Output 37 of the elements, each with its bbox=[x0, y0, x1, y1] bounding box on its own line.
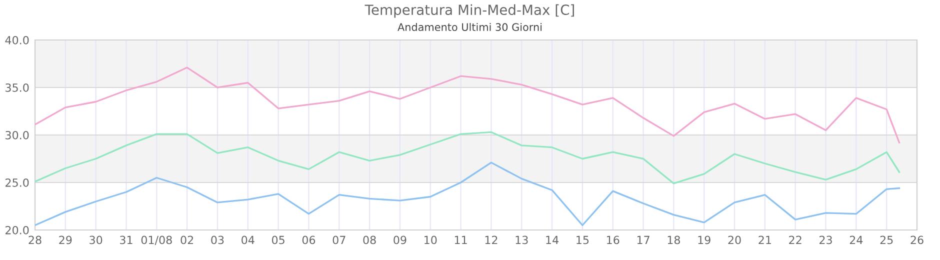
x-tick-label: 01/08 bbox=[141, 236, 172, 246]
x-tick-label: 02 bbox=[180, 236, 194, 244]
x-tick-label: 14 bbox=[546, 236, 558, 244]
x-tick-label: 20 bbox=[728, 236, 741, 244]
x-tick-label: 25 bbox=[880, 236, 893, 244]
x-tick-label: 29 bbox=[59, 236, 72, 244]
x-tick-label: 06 bbox=[302, 236, 316, 244]
x-tick-label: 16 bbox=[607, 236, 620, 244]
x-tick-label: 17 bbox=[637, 236, 650, 244]
x-tick-label: 04 bbox=[242, 236, 254, 244]
x-tick-label: 09 bbox=[394, 236, 406, 244]
x-tick-label: 28 bbox=[28, 236, 42, 244]
y-tick-label: 40.0 bbox=[5, 36, 29, 44]
y-tick-label: 25.0 bbox=[6, 178, 29, 187]
chart-subtitle: Andamento Ultimi 30 Giorni bbox=[398, 22, 542, 32]
y-tick-label: 20.0 bbox=[6, 226, 29, 234]
x-tick-label: 24 bbox=[850, 236, 863, 244]
chart-title: Temperatura Min-Med-Max [C] bbox=[364, 4, 574, 18]
x-tick-label: 19 bbox=[698, 236, 710, 244]
x-tick-label: 30 bbox=[90, 236, 102, 244]
x-tick-label: 18 bbox=[668, 236, 680, 244]
x-tick-label: 03 bbox=[211, 236, 224, 244]
x-tick-label: 31 bbox=[120, 236, 132, 244]
x-tick-label: 22 bbox=[789, 236, 802, 244]
x-tick-label: 26 bbox=[910, 236, 924, 244]
x-tick-label: 11 bbox=[454, 236, 467, 244]
x-tick-label: 12 bbox=[485, 236, 498, 244]
x-tick-label: 05 bbox=[272, 236, 284, 244]
x-tick-label: 10 bbox=[424, 236, 437, 244]
y-tick-label: 35.0 bbox=[6, 83, 29, 92]
x-tick-label: 23 bbox=[820, 236, 832, 244]
x-tick-label: 13 bbox=[516, 236, 528, 244]
x-tick-label: 08 bbox=[363, 236, 376, 244]
x-tick-label: 07 bbox=[332, 236, 346, 244]
y-tick-label: 30.0 bbox=[6, 130, 29, 140]
x-tick-label: 15 bbox=[576, 236, 589, 244]
x-tick-label: 21 bbox=[758, 236, 771, 244]
